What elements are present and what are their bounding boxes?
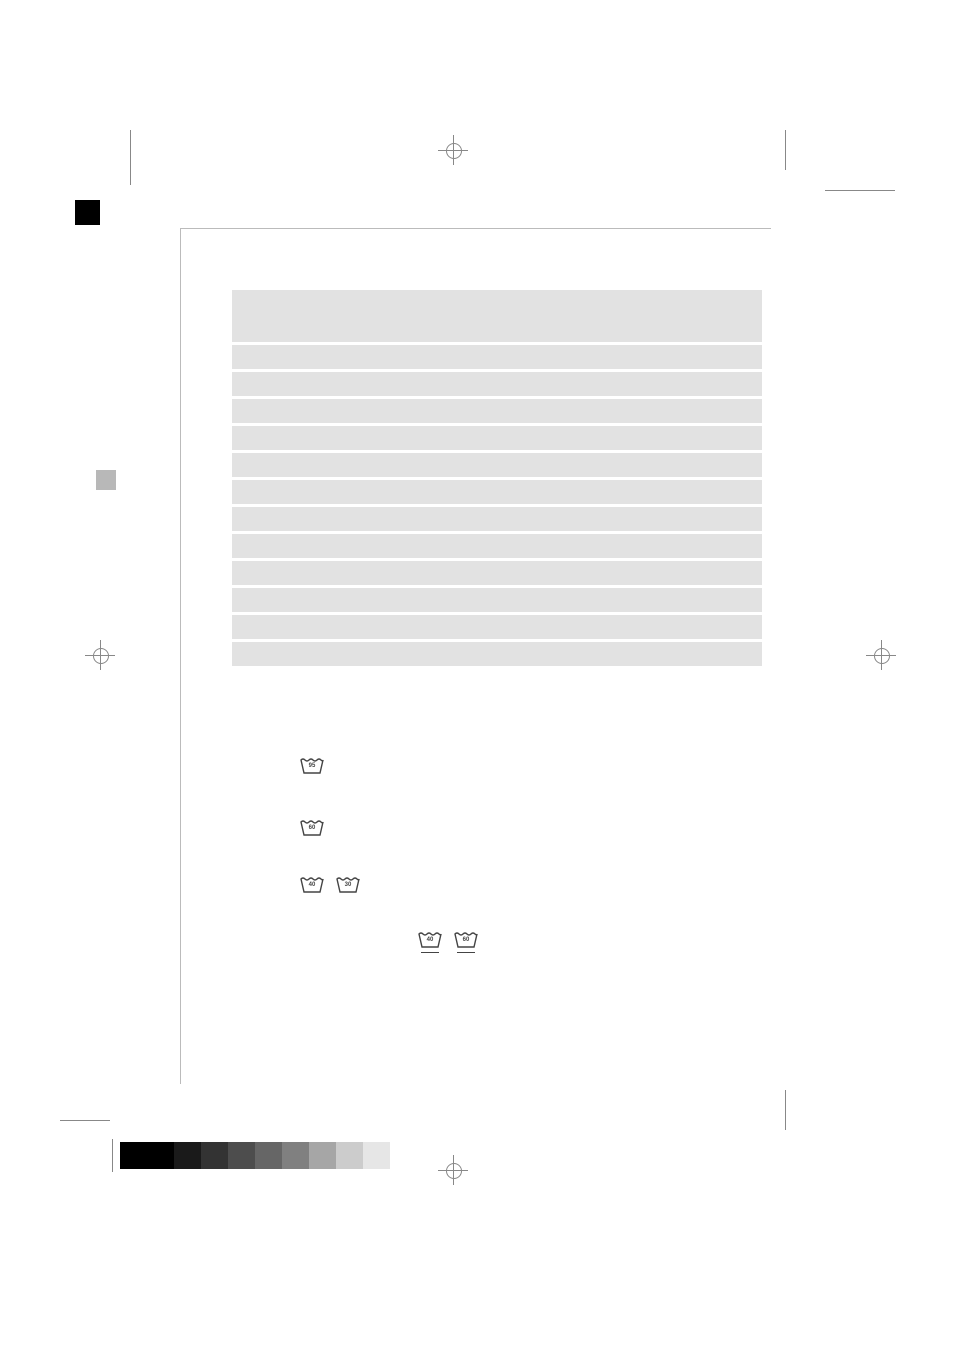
swatch bbox=[174, 1142, 201, 1169]
crop-mark-bottom-right bbox=[785, 1090, 786, 1130]
wash-tub-60-underlined-icon: 60 bbox=[454, 930, 478, 950]
swatch bbox=[309, 1142, 336, 1169]
table-row bbox=[232, 588, 762, 612]
crop-mark-top-right-h bbox=[825, 190, 895, 191]
wash-temp-label: 60 bbox=[454, 937, 478, 943]
table-header-item bbox=[232, 290, 598, 342]
black-square-marker bbox=[75, 200, 100, 225]
gray-square-marker bbox=[96, 470, 116, 490]
swatch bbox=[201, 1142, 228, 1169]
wash-temp-label: 95 bbox=[300, 763, 324, 769]
wash-icon-row-inline: 40 60 bbox=[418, 930, 478, 950]
table-row bbox=[232, 642, 762, 666]
swatch bbox=[255, 1142, 282, 1169]
wash-underline bbox=[457, 952, 475, 953]
gradient-calibration-bar bbox=[120, 1142, 390, 1169]
table-row bbox=[232, 480, 762, 504]
table-row bbox=[232, 534, 762, 558]
swatch bbox=[120, 1142, 147, 1169]
wash-tub-95-icon: 95 bbox=[300, 756, 324, 776]
wash-icon-row-2: 60 bbox=[300, 818, 324, 838]
table-row bbox=[232, 615, 762, 639]
table-header-row bbox=[232, 290, 762, 342]
table-header-weight bbox=[598, 290, 762, 342]
wash-tub-40-icon: 40 bbox=[300, 875, 324, 895]
registration-target-right bbox=[866, 640, 896, 670]
wash-icon-row-3: 40 30 bbox=[300, 875, 360, 895]
gradient-bar-divider bbox=[112, 1139, 113, 1172]
table-row bbox=[232, 426, 762, 450]
swatch bbox=[363, 1142, 390, 1169]
table-row bbox=[232, 507, 762, 531]
wash-tub-30-icon: 30 bbox=[336, 875, 360, 895]
swatch bbox=[147, 1142, 174, 1169]
wash-icon-row-1: 95 bbox=[300, 756, 324, 776]
table-row bbox=[232, 453, 762, 477]
wash-tub-40-underlined-icon: 40 bbox=[418, 930, 442, 950]
wash-underline bbox=[421, 952, 439, 953]
table-row bbox=[232, 372, 762, 396]
swatch bbox=[336, 1142, 363, 1169]
registration-target-bottom bbox=[438, 1155, 468, 1185]
weights-table bbox=[232, 290, 762, 666]
wash-tub-60-icon: 60 bbox=[300, 818, 324, 838]
table-row bbox=[232, 561, 762, 585]
wash-temp-label: 40 bbox=[300, 882, 324, 888]
table-row bbox=[232, 345, 762, 369]
crop-mark-bottom-left bbox=[60, 1120, 110, 1121]
swatch bbox=[228, 1142, 255, 1169]
swatch bbox=[282, 1142, 309, 1169]
crop-mark-top-left bbox=[130, 130, 131, 185]
registration-target-left bbox=[85, 640, 115, 670]
table-row bbox=[232, 399, 762, 423]
crop-mark-top-right-v bbox=[785, 130, 786, 170]
registration-target-top bbox=[438, 135, 468, 165]
wash-temp-label: 40 bbox=[418, 937, 442, 943]
wash-temp-label: 60 bbox=[300, 825, 324, 831]
wash-temp-label: 30 bbox=[336, 882, 360, 888]
